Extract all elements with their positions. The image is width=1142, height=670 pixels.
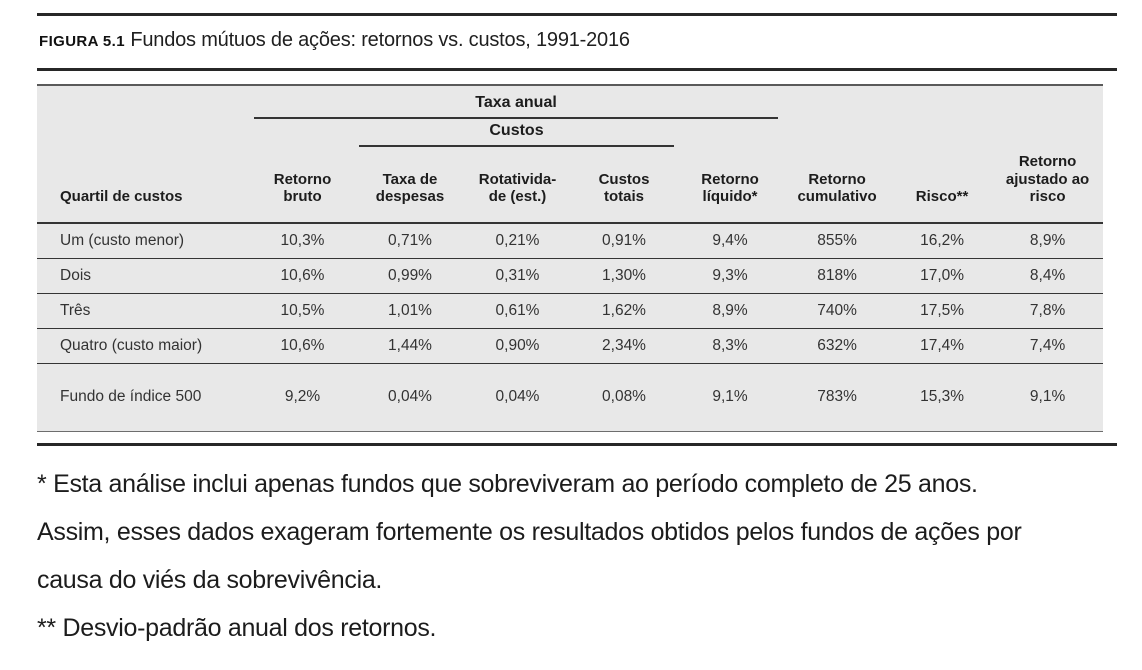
col-header-retorno-ajustado: Retorno ajustado ao risco [992,147,1104,225]
spacer-cell [678,119,1103,147]
table-cell: 10,5% [250,293,355,330]
row-label: Um (custo menor) [37,223,250,260]
table-cell: 8,9% [992,223,1104,260]
row-label: Fundo de índice 500 [37,363,250,433]
table-cell: 0,99% [355,258,465,295]
table-cell: 0,71% [355,223,465,260]
bottom-rule [37,443,1117,447]
row-label: Dois [37,258,250,295]
table-cell: 1,44% [355,328,465,365]
table-cell: 0,31% [465,258,570,295]
table-row-quartil-um: Um (custo menor) 10,3% 0,71% 0,21% 0,91%… [37,223,1104,260]
table-cell: 0,04% [355,363,465,433]
footnote-risk-definition: ** Desvio-padrão anual dos retornos. [37,614,437,643]
table-cell: 9,3% [678,258,783,295]
group-header-custos-label: Custos [359,119,674,147]
col-header-taxa-de-despesas: Taxa de despesas [355,147,465,225]
figure-title: FIGURA 5.1 Fundos mútuos de ações: retor… [39,29,1117,52]
table-cell: 1,01% [355,293,465,330]
table-cell: 9,2% [250,363,355,433]
table-cell: 0,04% [465,363,570,433]
spacer-cell [782,85,1103,119]
table-row-quartil-dois: Dois 10,6% 0,99% 0,31% 1,30% 9,3% 818% 1… [37,258,1104,295]
group-header-taxa-anual-label: Taxa anual [254,86,779,119]
table-cell: 0,91% [570,223,678,260]
top-rule [37,13,1117,16]
spacer-cell [37,119,355,147]
table-cell: 9,1% [992,363,1104,433]
col-header-retorno-cumulativo: Retorno cumulativo [782,147,893,225]
table-row-quartil-quatro: Quatro (custo maior) 10,6% 1,44% 0,90% 2… [37,328,1104,365]
table-cell: 8,9% [678,293,783,330]
table-cell: 818% [782,258,893,295]
group-header-row-custos: Custos [37,119,1103,147]
table-row-quartil-tres: Três 10,5% 1,01% 0,61% 1,62% 8,9% 740% 1… [37,293,1104,330]
column-header-row: Quartil de custos Retorno bruto Taxa de … [37,147,1104,225]
table-cell: 2,34% [570,328,678,365]
table-cell: 17,4% [892,328,993,365]
footnote-survivorship: * Esta análise inclui apenas fundos que … [37,470,1022,595]
figure-caption: Fundos mútuos de ações: retornos vs. cus… [130,29,630,51]
table-cell: 8,3% [678,328,783,365]
table-cell: 10,3% [250,223,355,260]
table-cell: 740% [782,293,893,330]
table-cell: 17,0% [892,258,993,295]
table-row-fundo-indice-500: Fundo de índice 500 9,2% 0,04% 0,04% 0,0… [37,363,1104,433]
table-cell: 783% [782,363,893,433]
group-header-taxa-anual: Taxa anual [250,85,782,119]
table-cell: 0,61% [465,293,570,330]
table-cell: 0,90% [465,328,570,365]
table-cell: 1,30% [570,258,678,295]
returns-vs-costs-table: Taxa anual Custos Quartil de custos Reto… [37,84,1104,433]
table-cell: 0,21% [465,223,570,260]
table-cell: 15,3% [892,363,993,433]
table-cell: 9,1% [678,363,783,433]
table-cell: 855% [782,223,893,260]
table-cell: 9,4% [678,223,783,260]
col-header-custos-totais: Custos totais [570,147,678,225]
col-header-retorno-liquido: Retorno líquido* [678,147,783,225]
spacer-cell [37,85,250,119]
col-header-quartil-de-custos: Quartil de custos [37,147,250,225]
group-header-row-taxa-anual: Taxa anual [37,85,1103,119]
table-cell: 0,08% [570,363,678,433]
row-label: Quatro (custo maior) [37,328,250,365]
table-cell: 17,5% [892,293,993,330]
footnotes: * Esta análise inclui apenas fundos que … [37,460,1117,652]
figure-label: FIGURA 5.1 [39,33,125,50]
table-cell: 7,4% [992,328,1104,365]
row-label: Três [37,293,250,330]
table-cell: 7,8% [992,293,1104,330]
title-divider-rule [37,68,1117,71]
table-cell: 10,6% [250,328,355,365]
table-cell: 1,62% [570,293,678,330]
table-cell: 8,4% [992,258,1104,295]
table-cell: 632% [782,328,893,365]
table-cell: 10,6% [250,258,355,295]
table-header: Taxa anual Custos Quartil de custos Reto… [37,85,1104,225]
table-cell: 16,2% [892,223,993,260]
figure-page: FIGURA 5.1 Fundos mútuos de ações: retor… [37,13,1117,652]
col-header-rotatividade: Rotativida- de (est.) [465,147,570,225]
group-header-custos: Custos [355,119,678,147]
col-header-risco: Risco** [892,147,993,225]
col-header-retorno-bruto: Retorno bruto [250,147,355,225]
table-body: Um (custo menor) 10,3% 0,71% 0,21% 0,91%… [37,223,1104,433]
